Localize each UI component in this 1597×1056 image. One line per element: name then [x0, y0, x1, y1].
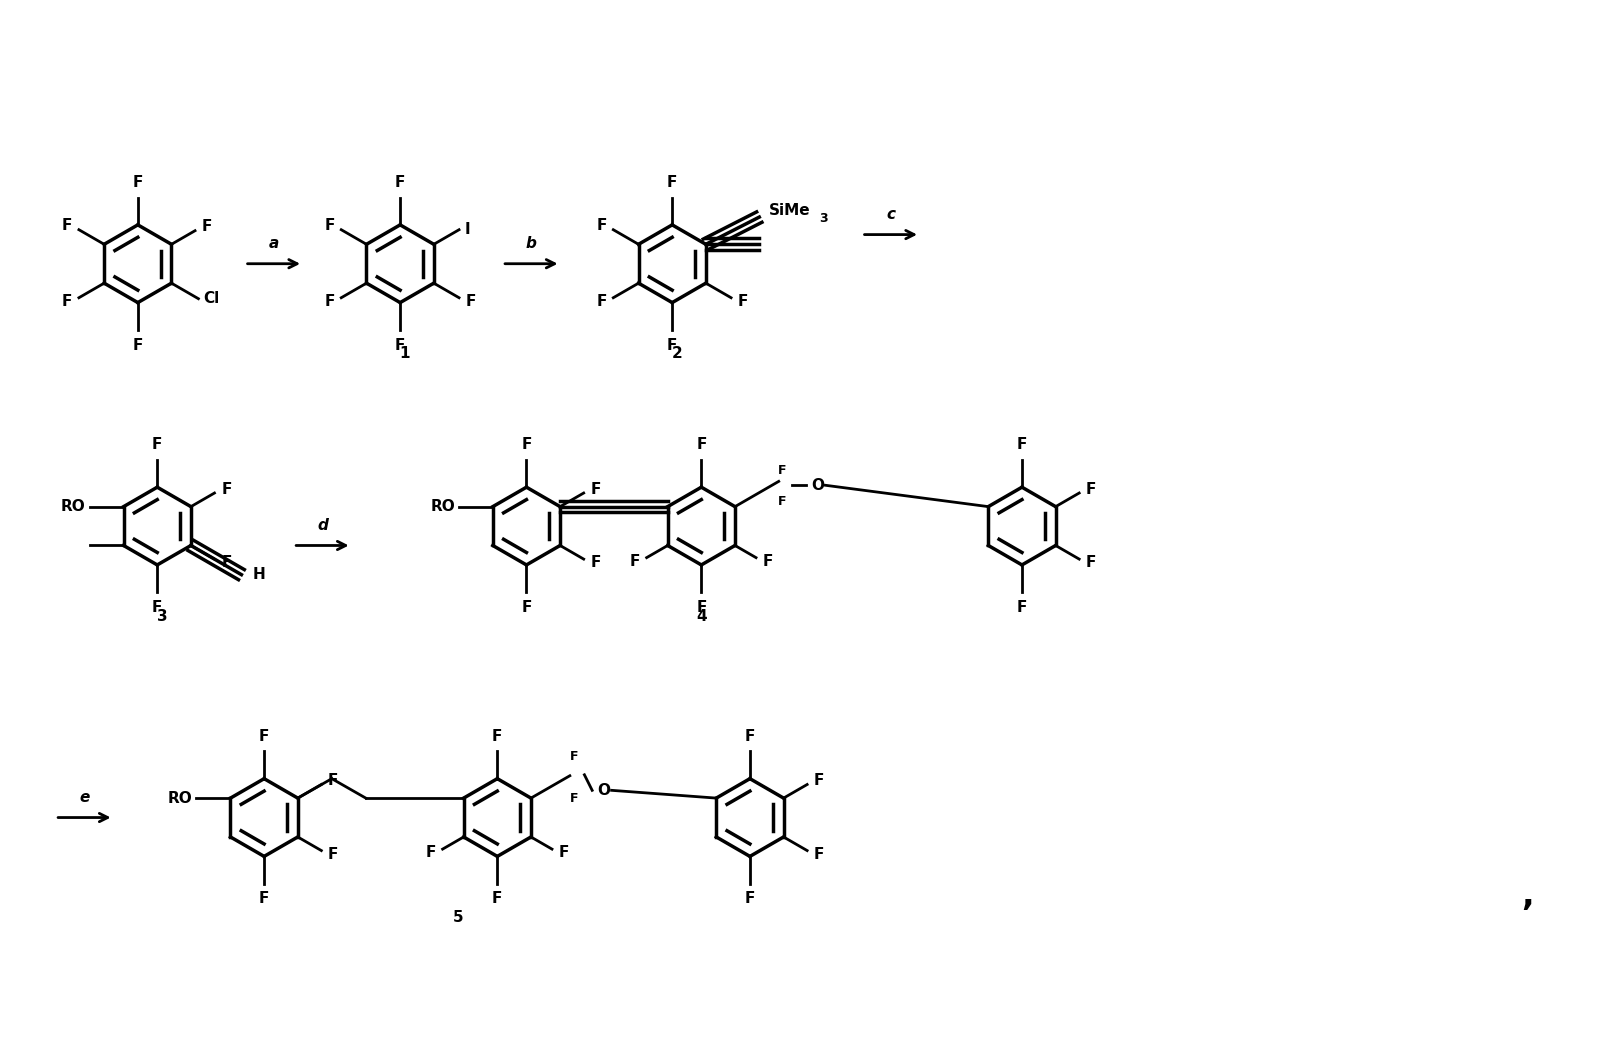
Text: F: F [201, 220, 212, 234]
Text: O: O [597, 782, 610, 798]
Text: F: F [222, 482, 232, 496]
Text: F: F [668, 175, 677, 190]
Text: F: F [1086, 555, 1096, 570]
Text: F: F [62, 295, 72, 309]
Text: 2: 2 [672, 346, 682, 361]
Text: F: F [492, 891, 503, 906]
Text: F: F [696, 437, 706, 452]
Text: F: F [394, 175, 406, 190]
Text: F: F [133, 338, 144, 353]
Text: 3: 3 [819, 211, 829, 225]
Text: F: F [324, 295, 334, 309]
Text: F: F [778, 495, 787, 508]
Text: RO: RO [168, 791, 193, 806]
Text: F: F [222, 555, 232, 570]
Text: F: F [814, 773, 824, 788]
Text: F: F [668, 338, 677, 353]
Text: F: F [559, 846, 569, 861]
Text: I: I [465, 222, 471, 238]
Text: RO: RO [61, 499, 86, 514]
Text: F: F [596, 219, 607, 233]
Text: F: F [425, 846, 436, 861]
Text: Cl: Cl [203, 291, 219, 306]
Text: 5: 5 [454, 910, 463, 925]
Text: F: F [591, 482, 600, 496]
Text: a: a [268, 237, 279, 251]
Text: F: F [596, 295, 607, 309]
Text: F: F [570, 750, 578, 763]
Text: SiMe: SiMe [770, 203, 811, 218]
Text: F: F [327, 847, 339, 862]
Text: F: F [744, 729, 755, 743]
Text: F: F [492, 729, 503, 743]
Text: c: c [886, 207, 896, 222]
Text: F: F [1086, 482, 1096, 496]
Text: F: F [763, 554, 773, 569]
Text: b: b [525, 237, 537, 251]
Text: F: F [696, 600, 706, 615]
Text: 3: 3 [157, 608, 168, 624]
Text: F: F [62, 219, 72, 233]
Text: F: F [521, 437, 532, 452]
Text: F: F [466, 295, 476, 309]
Text: H: H [252, 567, 265, 582]
Text: F: F [152, 600, 163, 615]
Text: e: e [80, 790, 89, 805]
Text: F: F [814, 847, 824, 862]
Text: F: F [1017, 600, 1027, 615]
Text: O: O [811, 477, 824, 493]
Text: F: F [152, 437, 163, 452]
Text: F: F [591, 555, 600, 570]
Text: F: F [778, 465, 787, 477]
Text: F: F [327, 773, 339, 788]
Text: F: F [744, 891, 755, 906]
Text: RO: RO [430, 499, 455, 514]
Text: 4: 4 [696, 608, 706, 624]
Text: F: F [324, 219, 334, 233]
Text: F: F [259, 729, 270, 743]
Text: F: F [259, 891, 270, 906]
Text: ,: , [1520, 879, 1533, 911]
Text: F: F [570, 792, 578, 806]
Text: F: F [1017, 437, 1027, 452]
Text: F: F [394, 338, 406, 353]
Text: F: F [521, 600, 532, 615]
Text: F: F [629, 554, 640, 569]
Text: F: F [133, 175, 144, 190]
Text: 1: 1 [399, 346, 410, 361]
Text: F: F [738, 295, 749, 309]
Text: d: d [316, 517, 327, 533]
